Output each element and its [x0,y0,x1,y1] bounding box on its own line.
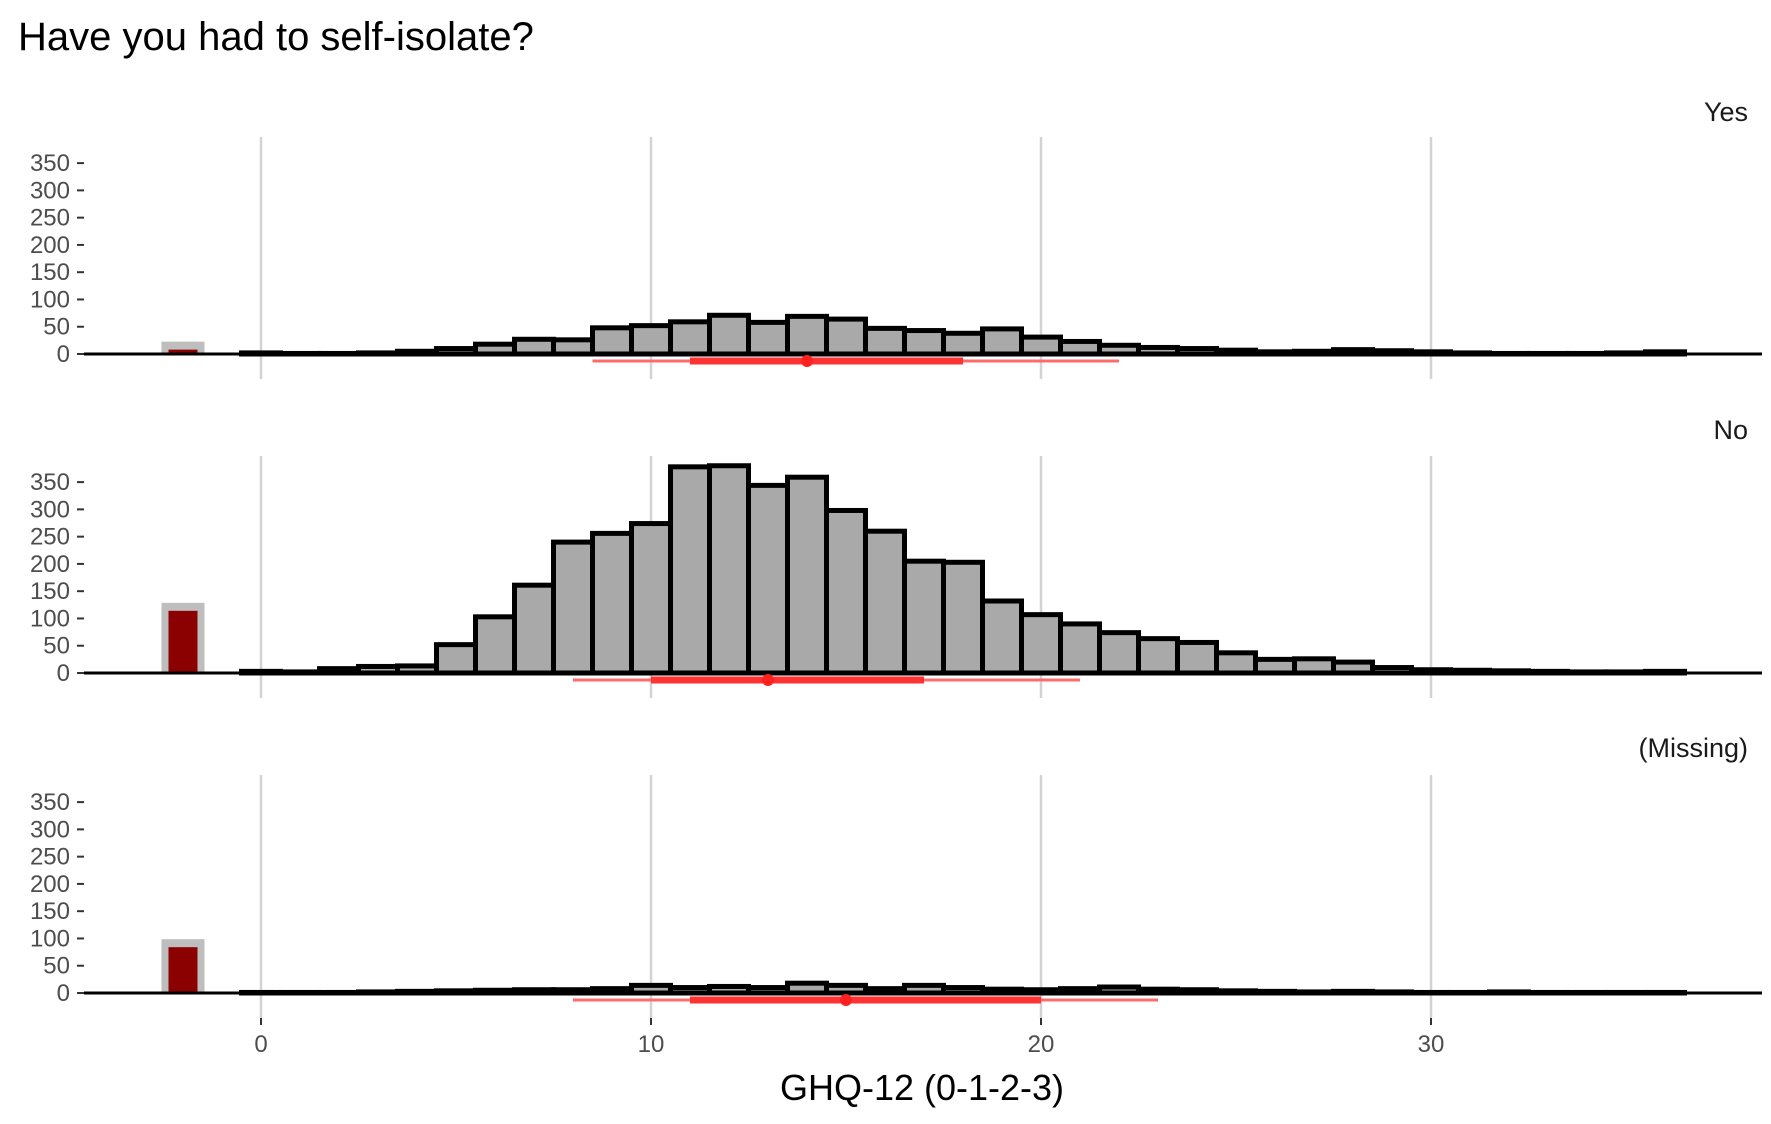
y-tick-label: 250 [30,844,70,871]
y-tick-label: 150 [30,578,70,605]
y-tick-label: 0 [57,980,70,1007]
histogram-bar [746,319,790,357]
histogram-bar [902,328,946,357]
histogram-bar [590,530,634,676]
y-tick-label: 0 [57,660,70,687]
histogram-bar [746,482,790,676]
histogram-bar [863,325,907,357]
histogram-bar [941,330,985,357]
summary-median [801,355,813,367]
histogram-bar [434,642,478,676]
histogram-bar [824,507,868,676]
summary-median [840,994,852,1006]
y-tick-label: 100 [30,925,70,952]
y-tick-label: 300 [30,496,70,523]
histogram-bar [551,539,595,676]
histogram-bar [980,326,1024,357]
histogram-bar [1097,630,1141,676]
missing-bar [168,947,198,993]
histogram-bar [785,474,829,676]
histogram-bar [1175,639,1219,676]
x-tick-label: 0 [254,1031,267,1058]
histogram-bar [629,521,673,676]
y-tick-label: 300 [30,177,70,204]
strip-label-missing: (Missing) [1638,733,1748,763]
histogram-bar [707,312,751,357]
y-tick-label: 150 [30,898,70,925]
y-tick-label: 250 [30,205,70,232]
histogram-bar [785,313,829,357]
histogram-bar [1058,621,1102,676]
histogram-bar [1214,650,1258,676]
y-tick-label: 50 [43,633,70,660]
y-tick-label: 300 [30,816,70,843]
y-tick-label: 350 [30,150,70,177]
histogram-bar [512,336,556,357]
histogram-bar [1019,612,1063,676]
y-tick-label: 200 [30,871,70,898]
strip-label-no: No [1713,415,1748,445]
x-tick-label: 20 [1028,1031,1055,1058]
histogram-bar [1019,334,1063,357]
histogram-bar [902,558,946,676]
y-tick-label: 100 [30,286,70,313]
histogram-bar [668,319,712,357]
histogram-bar [824,316,868,357]
y-tick-label: 200 [30,232,70,259]
y-tick-label: 0 [57,341,70,368]
histogram-bar [629,323,673,357]
histogram-bar [512,582,556,676]
histogram-bar [707,463,751,676]
x-tick-label: 30 [1418,1031,1445,1058]
x-axis-title: GHQ-12 (0-1-2-3) [780,1067,1064,1108]
histogram-bar [863,528,907,676]
histogram-bar [1331,659,1375,676]
histogram-bar [1253,656,1297,676]
y-tick-label: 50 [43,953,70,980]
y-tick-label: 350 [30,789,70,816]
histogram-bar [590,325,634,357]
y-tick-label: 200 [30,551,70,578]
summary-median [762,674,774,686]
histogram-bar [980,598,1024,676]
y-tick-label: 350 [30,469,70,496]
y-tick-label: 50 [43,314,70,341]
histogram-bar [473,614,517,676]
y-tick-label: 100 [30,605,70,632]
histogram-bar [941,559,985,676]
histogram-bar [551,337,595,357]
x-tick-label: 10 [638,1031,665,1058]
histogram-bar [668,464,712,676]
histogram-bar [1136,636,1180,676]
missing-bar [168,610,198,673]
histogram-bar [1292,656,1336,676]
x-axis: 0 10 20 30 [254,1018,1444,1058]
strip-label-yes: Yes [1704,97,1748,127]
y-tick-label: 150 [30,259,70,286]
y-tick-label: 250 [30,524,70,551]
missing-bar [168,349,198,354]
histogram-bar [1058,338,1102,357]
chart-title: Have you had to self-isolate? [18,15,534,59]
